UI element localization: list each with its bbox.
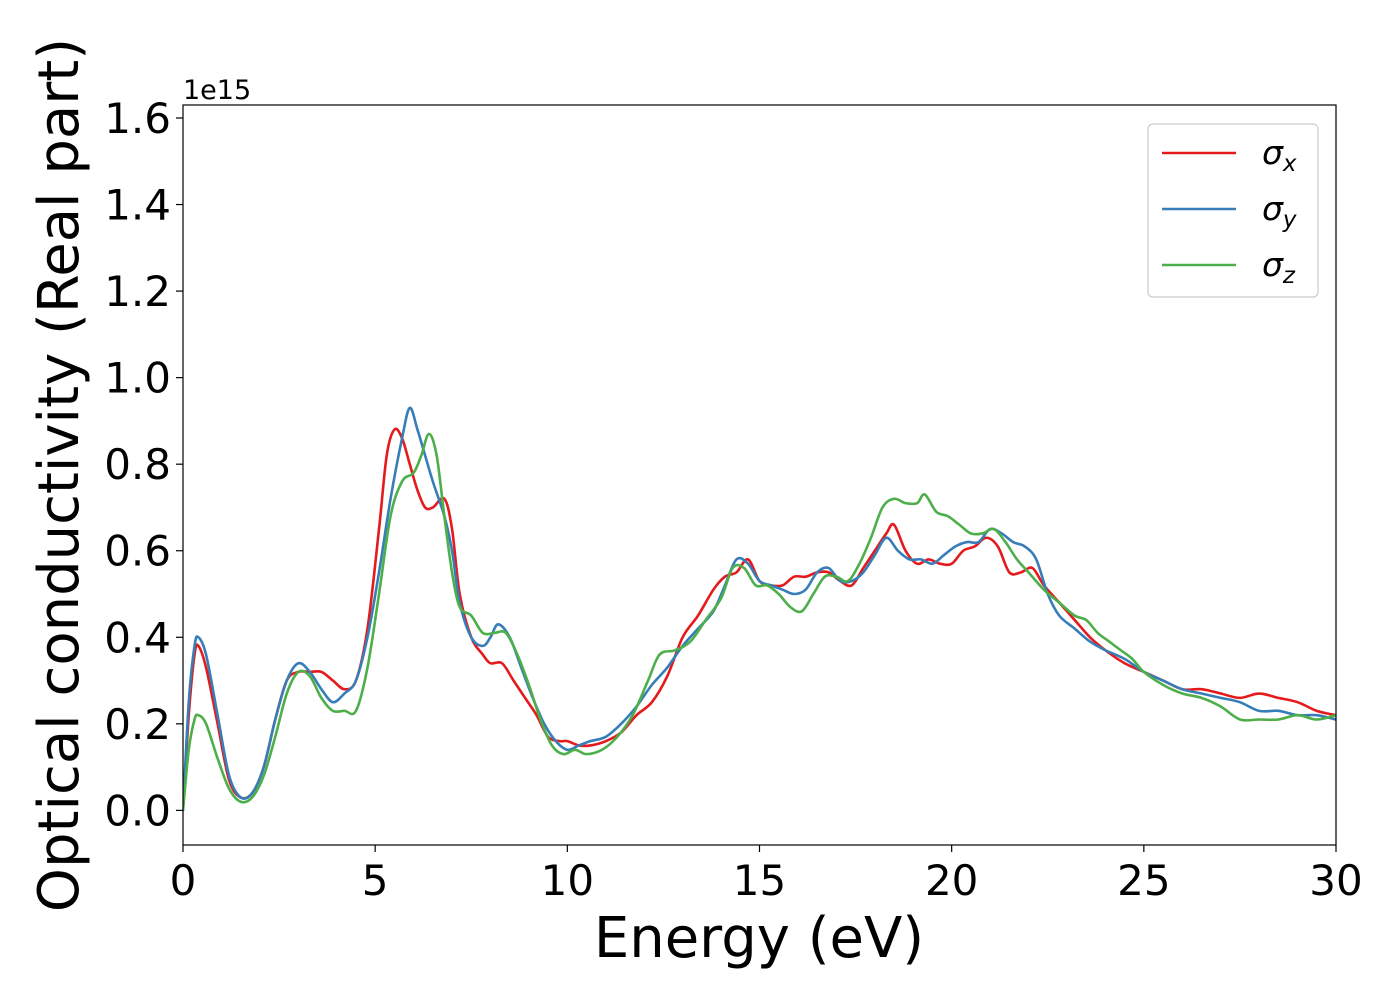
x-tick-label: 10: [541, 856, 594, 905]
x-tick-label: 30: [1309, 856, 1362, 905]
x-tick-label: 0: [170, 856, 197, 905]
x-tick-label: 25: [1117, 856, 1170, 905]
y-axis-offset-label: 1e15: [183, 75, 251, 106]
y-tick-label: 0.8: [104, 440, 171, 489]
x-tick-label: 5: [362, 856, 389, 905]
legend-subscript-y: y: [1282, 207, 1297, 233]
y-tick-label: 0.6: [104, 527, 171, 576]
legend-subscript-x: x: [1282, 151, 1297, 177]
y-tick-label: 1.4: [104, 181, 171, 230]
legend-subscript-z: z: [1282, 263, 1296, 289]
legend-box: [1147, 123, 1319, 298]
y-tick-label: 1.6: [104, 94, 171, 143]
x-tick-label: 20: [925, 856, 978, 905]
y-tick-label: 1.0: [104, 354, 171, 403]
plot-background: [183, 105, 1336, 845]
y-tick-label: 0.2: [104, 700, 171, 749]
series-line-sigma-z: [183, 432, 1336, 812]
y-tick-label: 0.4: [104, 613, 171, 662]
y-tick-label: 0.0: [104, 786, 171, 835]
legend-label-sigma-y: σy: [1262, 189, 1297, 233]
x-tick-label: 15: [733, 856, 786, 905]
series-line-sigma-y: [183, 406, 1336, 812]
y-axis-label: Optical conductivity (Real part): [27, 38, 92, 912]
x-axis-ticks: 0 5 10 15 20 25 30: [170, 845, 1363, 905]
y-axis-ticks: 0.0 0.2 0.4 0.6 0.8 1.0 1.2 1.4 1.6: [104, 94, 183, 835]
series-layer: [183, 406, 1336, 812]
y-tick-label: 1.2: [104, 267, 171, 316]
x-axis-label: Energy (eV): [594, 906, 924, 971]
